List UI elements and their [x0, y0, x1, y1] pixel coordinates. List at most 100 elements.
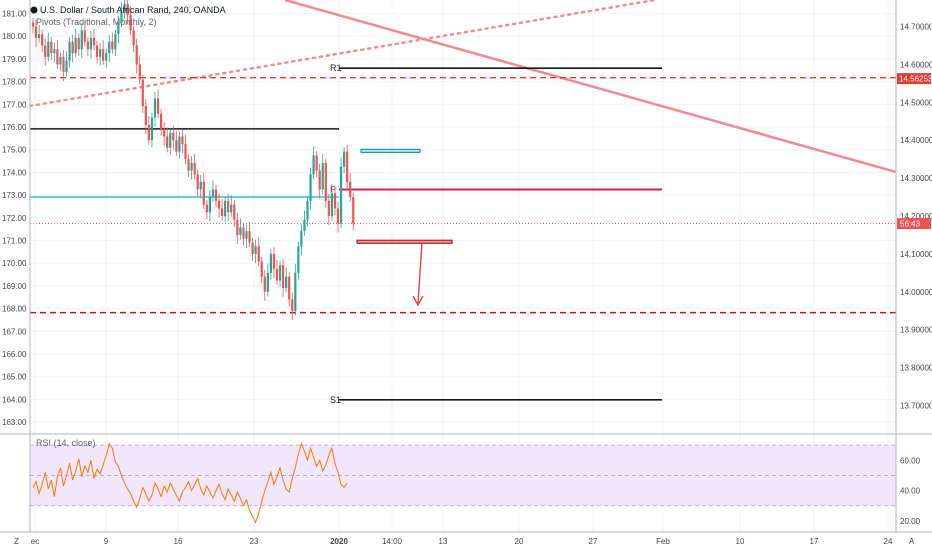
candle-body — [163, 128, 166, 137]
candle-body — [352, 197, 355, 224]
left-axis-tick: 171.00 — [2, 237, 27, 246]
candle-body — [89, 37, 93, 50]
candle-body — [95, 45, 99, 57]
candle-body — [80, 30, 83, 50]
resistance-box[interactable] — [360, 148, 421, 153]
chart-title[interactable]: U.S. Dollar / South African Rand, 240, O… — [40, 5, 226, 15]
candle-body — [257, 246, 260, 262]
countdown-badge-text: 56:43 — [900, 220, 921, 229]
candle-body — [300, 231, 303, 247]
left-axis-tick: 173.00 — [2, 191, 27, 200]
left-axis-tick: 166.00 — [2, 350, 27, 359]
dotted-uptrend-line[interactable] — [30, 0, 657, 108]
candle-body — [190, 162, 193, 171]
rsi-line — [32, 442, 348, 524]
candle-body — [111, 41, 114, 50]
right-axis-tick: 14.10000 — [900, 250, 932, 259]
left-price-axis[interactable]: 181.00 180.00 179.00 178.00 177.00 176.00 175.… — [2, 10, 27, 428]
candle-body — [50, 41, 53, 54]
candle-body — [339, 166, 343, 224]
pivot-r1-label: R1 — [330, 63, 342, 73]
candle-body — [129, 15, 132, 31]
candle-body — [239, 227, 242, 235]
candle-body — [138, 64, 141, 80]
candle-body — [282, 265, 285, 288]
left-axis-tick: 167.00 — [2, 327, 27, 336]
rsi-title[interactable]: RSI (14, close) — [36, 438, 96, 448]
candle-body — [102, 49, 105, 61]
candle-body — [120, 11, 123, 23]
left-axis-tick: 181.00 — [2, 10, 27, 19]
candle-body — [169, 132, 172, 148]
right-axis-tick: 14.60000 — [900, 60, 932, 69]
right-price-axis[interactable]: 14.70000 14.60000 14.50000 14.40000 14.30000… — [900, 23, 932, 411]
candle-body — [211, 189, 215, 198]
candle-body — [202, 181, 205, 205]
candle-body — [303, 219, 306, 232]
left-axis-tick: 179.00 — [2, 55, 27, 64]
candle-body — [126, 3, 129, 16]
candle-body — [147, 125, 150, 141]
candle-body — [324, 162, 327, 201]
candle-body — [309, 174, 312, 201]
rsi-axis-tick: 60.00 — [900, 456, 921, 465]
auto-scale-button[interactable]: A — [909, 537, 915, 546]
candle-body — [68, 41, 71, 61]
candle-body — [327, 200, 330, 216]
left-axis-tick: 180.00 — [2, 32, 27, 41]
candle-body — [236, 219, 239, 235]
time-axis-tick: 13 — [439, 537, 448, 546]
candle-body — [132, 30, 135, 46]
right-axis-tick: 13.70000 — [900, 401, 932, 410]
time-axis-tick: 14:00 — [382, 537, 403, 546]
candle-body — [172, 132, 175, 141]
indicator-title[interactable]: Pivots (Traditional, Monthly, 2) — [36, 17, 157, 27]
time-axis[interactable]: ec 9 16 23 2020 14:00 13 20 27 Feb 10 17 24 — [31, 537, 893, 546]
downtrend-line[interactable] — [284, 0, 896, 174]
candle-body — [74, 37, 77, 54]
candle-body — [187, 159, 190, 171]
candle-body — [175, 140, 178, 152]
candle-body — [135, 45, 138, 65]
time-axis-tick: Feb — [656, 537, 670, 546]
left-axis-tick: 172.00 — [2, 214, 27, 223]
candle-body — [291, 299, 294, 311]
candle-body — [349, 181, 352, 198]
candle-body — [343, 151, 346, 167]
candle-body — [336, 208, 340, 224]
candle-body — [65, 60, 68, 72]
current-price-badge — [897, 73, 931, 85]
candle-body — [41, 34, 44, 46]
breakdown-box[interactable] — [356, 239, 453, 244]
zoom-toggle-button[interactable]: Z — [14, 537, 19, 546]
candle-body — [233, 204, 236, 220]
candle-body — [278, 265, 282, 281]
grid — [30, 0, 896, 532]
right-axis-tick: 14.20000 — [900, 212, 932, 221]
candle-body — [144, 106, 147, 126]
candle-body — [297, 246, 300, 273]
candle-body — [99, 49, 102, 57]
left-axis-tick: 178.00 — [2, 78, 27, 87]
time-axis-tick: 23 — [250, 537, 259, 546]
left-axis-tick: 169.00 — [2, 282, 27, 291]
time-axis-tick: ec — [31, 537, 39, 546]
pivot-p-label: P — [330, 184, 336, 194]
candle-body — [224, 200, 227, 216]
rsi-axis-tick: 20.00 — [900, 517, 921, 526]
candle-body — [321, 162, 324, 190]
candle-body — [288, 276, 291, 300]
candle-body — [31, 22, 35, 27]
candle-body — [227, 200, 230, 213]
candle-body — [105, 53, 108, 61]
countdown-badge — [897, 218, 931, 230]
candle-body — [318, 170, 321, 190]
candle-body — [56, 49, 59, 65]
candle-body — [53, 49, 56, 54]
pivot-s1-label: S1 — [330, 395, 341, 405]
candle-body — [83, 30, 86, 42]
candle-body — [230, 204, 233, 213]
rsi-axis[interactable]: 60.00 40.00 20.00 — [900, 456, 921, 526]
candle-body — [285, 276, 288, 288]
